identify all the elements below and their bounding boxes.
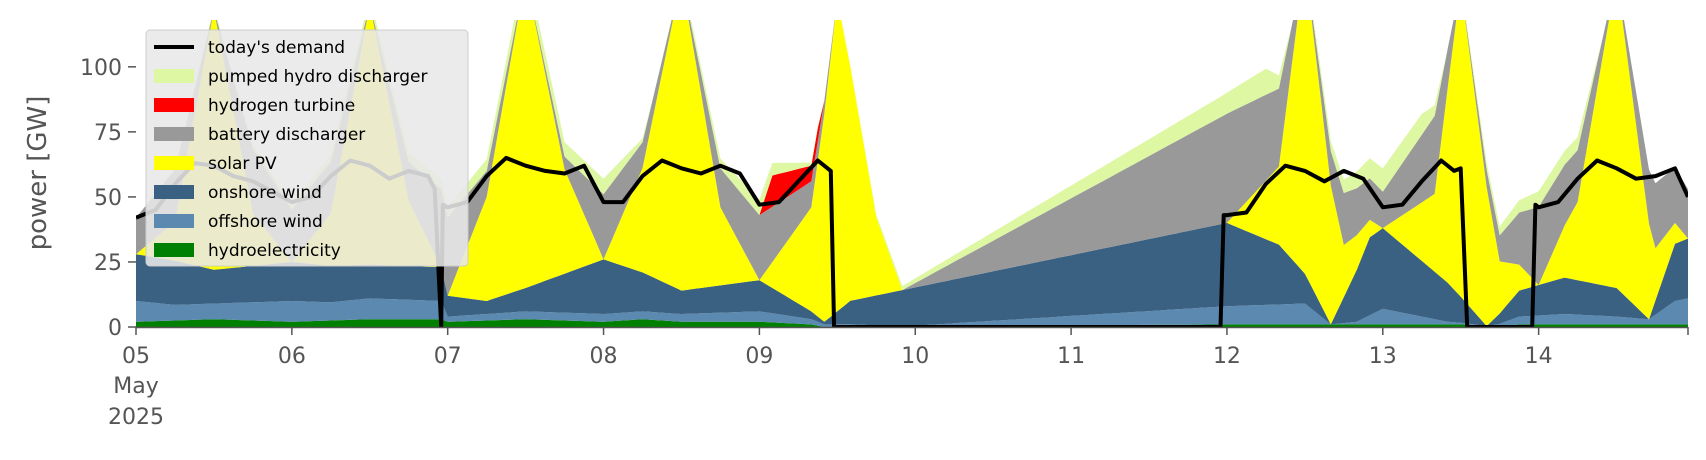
- legend-label-solar-pv: solar PV: [208, 154, 277, 174]
- y-tick-label: 75: [94, 121, 122, 146]
- x-tick-label: 10: [901, 344, 929, 369]
- y-tick-label: 25: [94, 251, 122, 276]
- x-tick-label: 08: [590, 344, 618, 369]
- y-tick-label: 50: [94, 186, 122, 211]
- x-tick-sublabel: May: [113, 374, 158, 399]
- legend-swatch-hydroelectricity: [154, 243, 194, 257]
- x-tick-label: 14: [1525, 344, 1553, 369]
- legend-swatch-pumped-hydro-discharger: [154, 69, 194, 83]
- legend-label-battery-discharger: battery discharger: [208, 125, 365, 145]
- area-solar-pv: [136, 20, 1688, 327]
- legend-label-hydrogen-turbine: hydrogen turbine: [208, 96, 355, 116]
- legend-label-today-s-demand: today's demand: [208, 38, 345, 58]
- x-tick-sublabel: 2025: [108, 405, 164, 430]
- legend-swatch-offshore-wind: [154, 214, 194, 228]
- legend-label-hydroelectricity: hydroelectricity: [208, 241, 341, 261]
- legend-swatch-onshore-wind: [154, 185, 194, 199]
- x-tick-label: 12: [1213, 344, 1241, 369]
- y-tick-label: 100: [80, 56, 122, 81]
- y-tick-label: 0: [108, 316, 122, 341]
- legend-label-onshore-wind: onshore wind: [208, 183, 322, 203]
- area-onshore-wind: [136, 222, 1688, 327]
- x-tick-label: 13: [1369, 344, 1397, 369]
- x-tick-label: 05: [122, 344, 150, 369]
- x-tick-label: 07: [434, 344, 462, 369]
- legend-label-pumped-hydro-discharger: pumped hydro discharger: [208, 67, 427, 87]
- legend: today's demand pumped hydro discharger hyd…: [145, 29, 469, 267]
- legend-swatch-hydrogen-turbine: [154, 98, 194, 112]
- y-axis-label: power [GW]: [23, 96, 53, 251]
- area-hydroelectricity: [136, 319, 1688, 327]
- x-tick-label: 11: [1057, 344, 1085, 369]
- area-offshore-wind: [136, 298, 1688, 327]
- axes: 0 25 50 75 100 05 May 2025 06 07 08 09 10 11 12 13 14: [80, 56, 1689, 430]
- legend-box: [145, 29, 469, 267]
- legend-swatch-battery-discharger: [154, 127, 194, 141]
- x-tick-label: 06: [278, 344, 306, 369]
- legend-label-offshore-wind: offshore wind: [208, 212, 323, 232]
- legend-swatch-solar-pv: [154, 156, 194, 170]
- x-tick-label: 09: [745, 344, 773, 369]
